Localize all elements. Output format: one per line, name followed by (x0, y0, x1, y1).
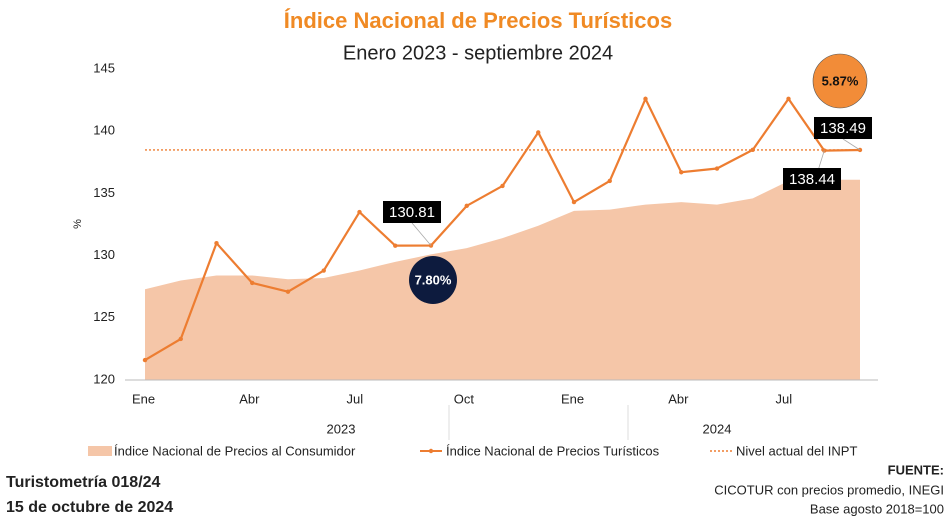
point (750, 147, 755, 153)
point (250, 280, 255, 286)
y-tick-label: 140 (93, 123, 115, 138)
label-box (783, 168, 841, 190)
x-tick-label: Abr (668, 391, 689, 406)
y-tick-label: 125 (93, 309, 115, 324)
point (643, 96, 648, 102)
group-label: 2024 (703, 421, 732, 436)
annotation-text: 5.87% (822, 73, 859, 88)
point (786, 96, 791, 102)
point (464, 203, 469, 209)
legend-label: Nivel actual del INPT (736, 443, 857, 458)
y-tick-label: 145 (93, 60, 115, 75)
point (607, 178, 612, 184)
x-tick-label: Abr (239, 391, 260, 406)
footer-left: 15 de octubre de 2024 (6, 499, 173, 516)
x-tick-label: Oct (454, 391, 475, 406)
legend-label: Índice Nacional de Precios Turísticos (446, 443, 660, 458)
y-tick-label: 130 (93, 247, 115, 262)
point (321, 268, 326, 273)
label-leader (411, 222, 432, 246)
footer-right: Base agosto 2018=100 (810, 501, 944, 516)
label-box (814, 117, 872, 139)
point (393, 243, 398, 248)
legend-swatch (88, 446, 112, 456)
annotation-text: 7.80% (415, 272, 452, 287)
point (214, 240, 219, 246)
chart-subtitle: Enero 2023 - septiembre 2024 (343, 42, 613, 64)
chart-title: Índice Nacional de Precios Turísticos (284, 8, 672, 33)
legend-label: Índice Nacional de Precios al Consumidor (114, 443, 356, 458)
footer-right: CICOTUR con precios promedio, INEGI (714, 482, 944, 497)
point (536, 130, 541, 135)
group-label: 2023 (327, 421, 356, 436)
label-leader (842, 138, 861, 151)
point (178, 336, 183, 342)
x-tick-label: Jul (347, 391, 364, 406)
point (679, 170, 684, 175)
x-tick-label: Jul (776, 391, 793, 406)
area (145, 179, 860, 380)
footer-right: FUENTE: (888, 462, 944, 477)
point (571, 199, 577, 205)
label-box (383, 201, 441, 223)
point (357, 209, 362, 215)
point (285, 289, 291, 294)
footer-left: Turistometría 018/24 (6, 474, 161, 491)
annotation-circle (409, 256, 457, 304)
data-label: 138.49 (820, 120, 866, 137)
point (142, 357, 148, 363)
y-tick-label: 135 (93, 185, 115, 200)
x-tick-label: Ene (132, 391, 155, 406)
point (500, 183, 505, 189)
y-axis-label: % (72, 219, 84, 229)
legend-swatch (428, 448, 434, 454)
data-label: 130.81 (389, 204, 435, 221)
annotation-circle (812, 53, 868, 109)
y-tick-label: 120 (93, 371, 115, 386)
data-label: 138.44 (789, 171, 835, 188)
x-tick-label: Ene (561, 391, 584, 406)
point (714, 166, 720, 171)
plot (142, 96, 863, 380)
